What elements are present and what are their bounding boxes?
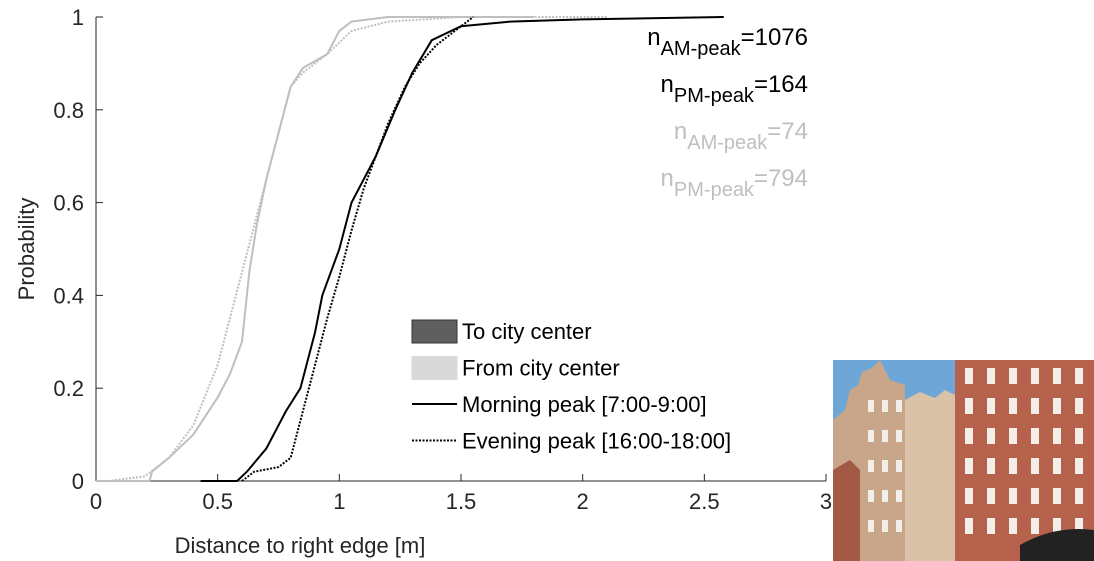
photo-window xyxy=(1053,518,1061,534)
y-tick-label: 0 xyxy=(72,469,84,494)
legend-swatch xyxy=(411,319,458,344)
photo-window xyxy=(965,488,973,504)
photo-window xyxy=(1053,428,1061,444)
sample-size: nAM-peak=74 xyxy=(674,118,808,154)
photo-window xyxy=(882,490,888,502)
photo-window xyxy=(1009,458,1017,474)
photo-window xyxy=(896,460,902,472)
y-axis-label: Probability xyxy=(14,198,39,301)
sample-size-symbol: n xyxy=(647,24,660,51)
x-tick-label: 0.5 xyxy=(202,489,233,514)
photo xyxy=(833,360,1094,561)
photo-window xyxy=(1031,518,1039,534)
sample-size: nPM-peak=794 xyxy=(661,165,808,201)
legend-label: From city center xyxy=(462,356,620,381)
photo-window xyxy=(987,368,995,384)
photo-window xyxy=(1031,488,1039,504)
photo-window xyxy=(868,520,874,532)
photo-window xyxy=(1031,368,1039,384)
photo-window xyxy=(868,490,874,502)
photo-window xyxy=(868,430,874,442)
photo-building xyxy=(833,460,860,561)
photo-window xyxy=(896,520,902,532)
sample-size-symbol: n xyxy=(661,165,674,192)
photo-window xyxy=(965,398,973,414)
legend-label: To city center xyxy=(462,319,592,344)
photo-window xyxy=(965,518,973,534)
sample-size: nPM-peak=164 xyxy=(661,71,808,107)
photo-window xyxy=(1009,488,1017,504)
photo-window xyxy=(868,460,874,472)
x-axis-label: Distance to right edge [m] xyxy=(175,533,426,558)
y-tick-label: 0.8 xyxy=(53,98,84,123)
x-tick-label: 3 xyxy=(820,489,832,514)
sample-size: nAM-peak=1076 xyxy=(647,24,808,60)
sample-size-subscript: PM-peak xyxy=(674,179,755,201)
photo-window xyxy=(882,400,888,412)
sample-size-symbol: n xyxy=(674,118,687,145)
photo-window xyxy=(1053,398,1061,414)
x-tick-label: 2.5 xyxy=(689,489,720,514)
photo-window xyxy=(1031,428,1039,444)
x-tick-label: 1.5 xyxy=(446,489,477,514)
sample-size-value: =74 xyxy=(767,118,808,145)
sample-size-subscript: AM-peak xyxy=(687,132,768,154)
photo-window xyxy=(987,488,995,504)
photo-window xyxy=(1075,458,1083,474)
y-tick-label: 0.4 xyxy=(53,283,84,308)
photo-windows xyxy=(868,368,1083,534)
cdf-line xyxy=(200,16,724,482)
x-tick-label: 1 xyxy=(333,489,345,514)
photo-window xyxy=(987,428,995,444)
photo-window xyxy=(965,368,973,384)
photo-window xyxy=(868,400,874,412)
photo-window xyxy=(1009,398,1017,414)
sample-size-subscript: AM-peak xyxy=(661,38,742,60)
legend-label: Evening peak [16:00-18:00] xyxy=(462,429,731,454)
photo-window xyxy=(1075,488,1083,504)
photo-window xyxy=(896,490,902,502)
photo-window xyxy=(896,400,902,412)
photo-window xyxy=(1075,398,1083,414)
sample-size-subscript: PM-peak xyxy=(674,85,755,107)
photo-window xyxy=(896,430,902,442)
photo-window xyxy=(965,458,973,474)
sample-size-value: =1076 xyxy=(741,24,808,51)
sample-size-symbol: n xyxy=(661,71,674,98)
photo-building xyxy=(905,390,955,561)
cdf-line xyxy=(108,16,607,482)
photo-awning xyxy=(1020,529,1094,561)
photo-window xyxy=(1053,488,1061,504)
sample-size-value: =164 xyxy=(754,71,808,98)
legend-label: Morning peak [7:00-9:00] xyxy=(462,392,707,417)
y-tick-label: 0.2 xyxy=(53,376,84,401)
cdf-line xyxy=(241,16,474,482)
photo-window xyxy=(1053,458,1061,474)
y-tick-label: 0.6 xyxy=(53,191,84,216)
photo-window xyxy=(1031,398,1039,414)
legend-swatch xyxy=(411,356,458,380)
photo-window xyxy=(882,460,888,472)
y-tick-label: 1 xyxy=(72,5,84,30)
sample-size-value: =794 xyxy=(754,165,808,192)
photo-window xyxy=(987,518,995,534)
photo-window xyxy=(1075,368,1083,384)
photo-window xyxy=(1075,428,1083,444)
photo-window xyxy=(882,520,888,532)
photo-window xyxy=(1075,518,1083,534)
photo-window xyxy=(1009,428,1017,444)
photo-window xyxy=(965,428,973,444)
x-tick-label: 2 xyxy=(577,489,589,514)
photo-window xyxy=(1009,518,1017,534)
photo-window xyxy=(987,398,995,414)
photo-window xyxy=(1031,458,1039,474)
x-tick-label: 0 xyxy=(90,489,102,514)
photo-window xyxy=(987,458,995,474)
photo-window xyxy=(1053,368,1061,384)
photo-window xyxy=(1009,368,1017,384)
photo-window xyxy=(882,430,888,442)
